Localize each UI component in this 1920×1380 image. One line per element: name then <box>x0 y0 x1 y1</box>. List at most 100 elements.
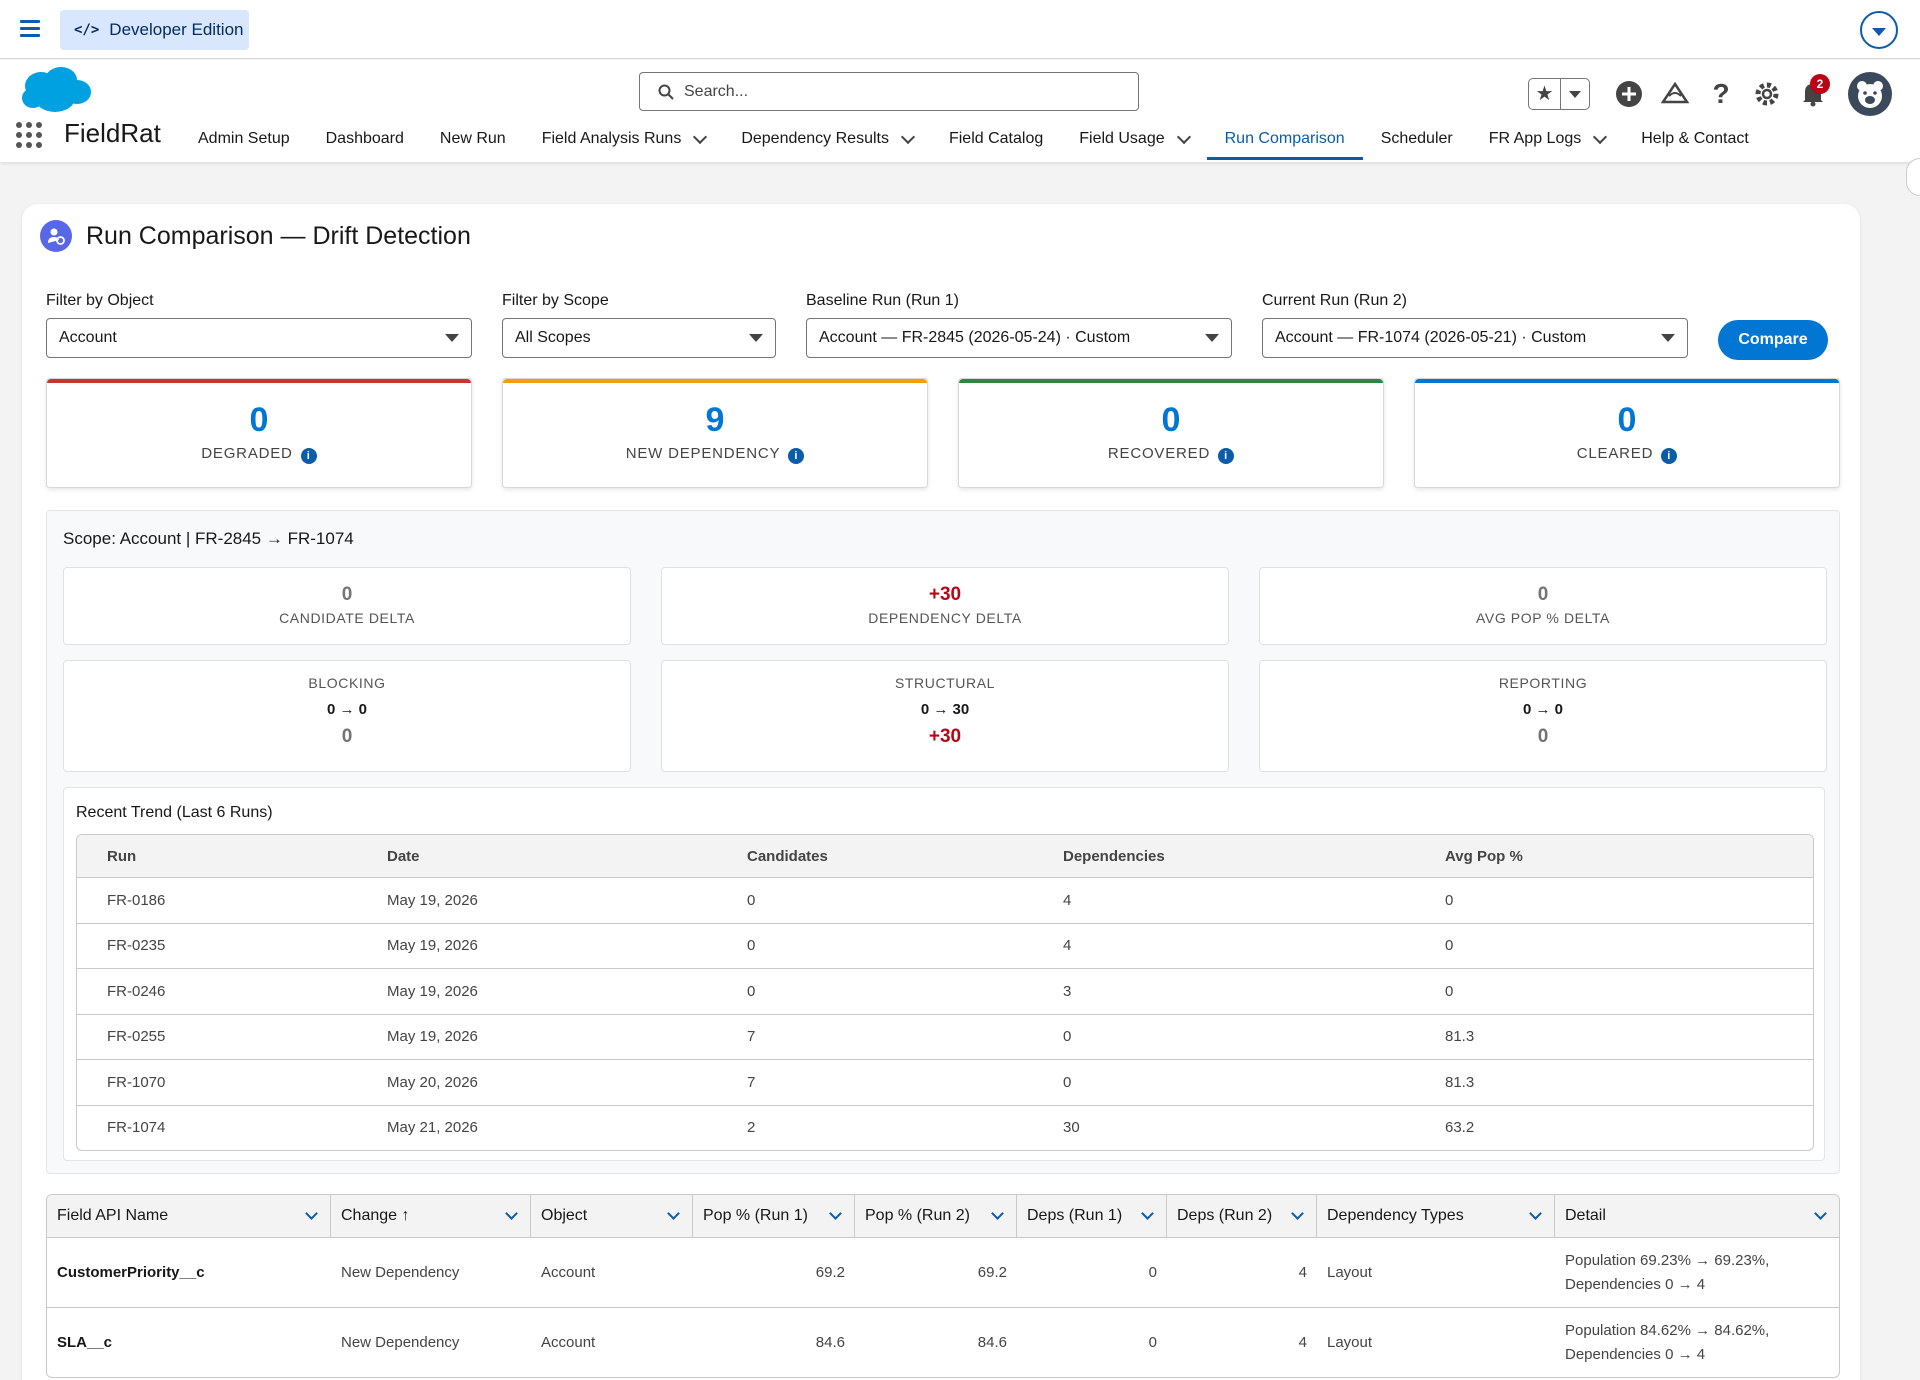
type-value: 0 <box>341 726 353 747</box>
help-icon[interactable]: ? <box>1712 78 1730 109</box>
menu-icon[interactable] <box>20 20 40 38</box>
col-pop-run2[interactable]: Pop % (Run 2) <box>855 1195 1017 1237</box>
info-icon[interactable]: i <box>300 448 317 464</box>
type-range: 0 → 0 <box>326 701 368 718</box>
chevron-down-icon[interactable] <box>505 1207 518 1220</box>
nav-dashboard[interactable]: Dashboard <box>325 130 404 147</box>
trend-title: Recent Trend (Last 6 Runs) <box>76 804 273 821</box>
trend-table: Run Date Candidates Dependencies Avg Pop… <box>76 834 1814 1151</box>
chevron-down-icon[interactable] <box>667 1207 680 1220</box>
code-icon: </> <box>74 22 100 38</box>
developer-edition-badge[interactable]: </> Developer Edition <box>60 10 249 50</box>
nav-field-analysis-runs[interactable]: Field Analysis Runs <box>524 116 724 162</box>
stat-cleared: 0 CLEARED i <box>1414 378 1840 488</box>
field-table-header: Field API Name Change ↑ Object Pop % (Ru… <box>47 1195 1839 1237</box>
info-icon[interactable]: i <box>1218 448 1235 464</box>
notification-count-badge: 2 <box>1810 74 1830 94</box>
chevron-down-icon[interactable] <box>1814 1207 1827 1220</box>
star-icon[interactable]: ★ <box>1529 79 1561 109</box>
user-avatar[interactable] <box>1848 72 1892 116</box>
nav-dependency-results[interactable]: Dependency Results <box>723 116 931 162</box>
chevron-down-icon[interactable] <box>1860 11 1898 49</box>
search-placeholder: Search... <box>684 82 749 100</box>
col-pop-run1[interactable]: Pop % (Run 1) <box>693 1195 855 1237</box>
favorites-button[interactable]: ★ <box>1528 78 1590 110</box>
baseline-run-select[interactable]: Account — FR-2845 (2026-05-24) · Custom <box>806 318 1232 358</box>
col-run: Run <box>107 847 137 865</box>
add-icon[interactable] <box>1606 74 1652 114</box>
stat-value: 0 <box>1161 401 1181 439</box>
object-filter-label: Filter by Object <box>46 292 154 309</box>
current-run-label: Current Run (Run 2) <box>1262 292 1407 309</box>
col-change[interactable]: Change ↑ <box>331 1195 531 1237</box>
dropdown-arrow-icon <box>1661 334 1675 342</box>
col-deps-run1[interactable]: Deps (Run 1) <box>1017 1195 1167 1237</box>
delta-label: AVG POP % DELTA <box>1475 610 1610 626</box>
chevron-down-icon[interactable] <box>1141 1207 1154 1220</box>
trailhead-icon[interactable] <box>1652 74 1698 114</box>
chevron-down-icon[interactable] <box>1176 129 1191 144</box>
col-deps-run2[interactable]: Deps (Run 2) <box>1167 1195 1317 1237</box>
stat-degraded: 0 DEGRADED i <box>46 378 472 488</box>
nav-new-run[interactable]: New Run <box>439 130 506 147</box>
table-row: SLA__c New Dependency Account 84.6 84.6 … <box>47 1307 1839 1377</box>
app-name: FieldRat <box>64 118 161 148</box>
structural-card: STRUCTURAL 0 → 30 +30 <box>661 660 1229 772</box>
chevron-down-icon[interactable] <box>829 1207 842 1220</box>
chevron-down-icon[interactable] <box>305 1207 318 1220</box>
global-search-input[interactable]: Search... <box>639 72 1139 111</box>
current-run-select[interactable]: Account — FR-1074 (2026-05-21) · Custom <box>1262 318 1688 358</box>
reporting-card: REPORTING 0 → 0 0 <box>1259 660 1827 772</box>
avg-pop-delta-card: 0 AVG POP % DELTA <box>1259 567 1827 645</box>
scope-filter-label: Filter by Scope <box>502 292 609 309</box>
side-panel-toggle[interactable] <box>1906 158 1920 196</box>
col-object[interactable]: Object <box>531 1195 693 1237</box>
compare-button[interactable]: Compare <box>1718 320 1828 360</box>
dependency-delta-card: +30 DEPENDENCY DELTA <box>661 567 1229 645</box>
nav-fr-app-logs[interactable]: FR App Logs <box>1471 116 1624 162</box>
scope-filter-select[interactable]: All Scopes <box>502 318 776 358</box>
app-launcher-icon[interactable] <box>16 122 42 148</box>
table-row: FR-1070 May 20, 2026 7 0 81.3 <box>77 1059 1813 1105</box>
info-icon[interactable]: i <box>1661 448 1678 464</box>
col-field-api-name[interactable]: Field API Name <box>47 1195 331 1237</box>
nav-field-usage[interactable]: Field Usage <box>1061 116 1206 162</box>
chevron-down-icon[interactable] <box>1291 1207 1304 1220</box>
scope-title: Scope: Account | FR-2845 → FR-1074 <box>63 529 354 548</box>
info-icon[interactable]: i <box>788 448 805 464</box>
chevron-down-icon[interactable] <box>1529 1207 1542 1220</box>
gear-icon[interactable] <box>1744 74 1790 114</box>
object-filter-select[interactable]: Account <box>46 318 472 358</box>
col-date: Date <box>387 847 420 865</box>
comparison-icon <box>40 220 72 252</box>
baseline-run-label: Baseline Run (Run 1) <box>806 292 959 309</box>
delta-label: CANDIDATE DELTA <box>279 610 415 626</box>
table-row: FR-0186 May 19, 2026 0 4 0 <box>77 877 1813 923</box>
edition-label: Developer Edition <box>109 20 244 39</box>
nav-run-comparison[interactable]: Run Comparison <box>1206 116 1363 162</box>
global-header: Search... ★ ? 2 FieldRat Admin Setup <box>0 60 1920 162</box>
sort-ascending-icon[interactable]: ↑ <box>401 1207 410 1224</box>
stat-label: CLEARED <box>1576 444 1654 462</box>
app-nav: Admin Setup Dashboard New Run Field Anal… <box>180 116 1767 162</box>
delta-value: 0 <box>341 584 353 605</box>
nav-scheduler[interactable]: Scheduler <box>1380 130 1453 147</box>
dropdown-arrow-icon <box>445 334 459 342</box>
nav-help-contact[interactable]: Help & Contact <box>1641 130 1749 147</box>
chevron-down-icon[interactable] <box>900 129 916 144</box>
nav-admin-setup[interactable]: Admin Setup <box>198 130 290 147</box>
chevron-down-icon[interactable] <box>991 1207 1004 1220</box>
candidate-delta-card: 0 CANDIDATE DELTA <box>63 567 631 645</box>
col-candidates: Candidates <box>747 847 828 865</box>
chevron-down-icon[interactable] <box>693 129 708 144</box>
stat-label: DEGRADED <box>201 444 293 462</box>
notifications-bell-icon[interactable]: 2 <box>1790 74 1836 114</box>
col-dependency-types[interactable]: Dependency Types <box>1317 1195 1555 1237</box>
favorites-dropdown-icon[interactable] <box>1561 91 1589 98</box>
stat-value: 9 <box>705 401 725 439</box>
nav-field-catalog[interactable]: Field Catalog <box>948 130 1044 147</box>
type-range: 0 → 30 <box>920 701 970 718</box>
table-row: FR-0246 May 19, 2026 0 3 0 <box>77 968 1813 1014</box>
chevron-down-icon[interactable] <box>1593 129 1608 144</box>
col-detail[interactable]: Detail <box>1555 1195 1839 1237</box>
